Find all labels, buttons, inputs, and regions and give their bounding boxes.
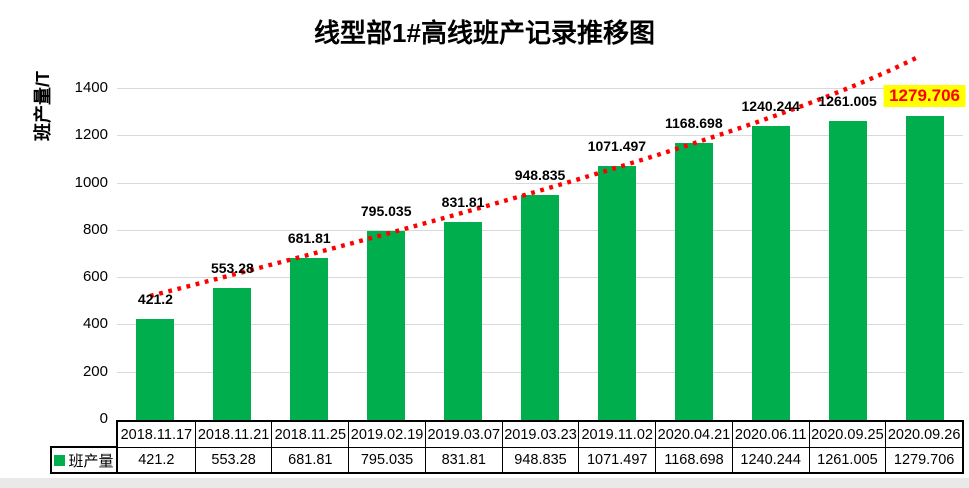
bar	[828, 120, 867, 420]
table-date-cell: 2018.11.17	[120, 426, 193, 443]
bar	[367, 231, 406, 420]
data-table: 2018.11.17 2018.11.21 2018.11.25 2019.02.19…	[116, 420, 964, 474]
bar	[905, 116, 944, 420]
table-date-cell: 2019.11.02	[578, 422, 655, 447]
bar	[751, 125, 790, 420]
legend: 班产量	[50, 446, 118, 474]
table-value-cell: 681.81	[271, 447, 349, 472]
table-value-cell: 795.035	[348, 447, 425, 472]
data-label: 1071.497	[587, 137, 647, 154]
table-date-cell: 2020.09.25	[808, 422, 886, 447]
table-value-cell: 553.28	[194, 447, 272, 472]
legend-series-label: 班产量	[68, 452, 114, 470]
y-tick-label: 1400	[74, 79, 108, 96]
table-value-cell: 1279.706	[885, 447, 962, 472]
data-label: 1261.005	[818, 92, 877, 109]
data-label: 553.28	[210, 260, 254, 277]
table-date-cell: 2020.09.26	[885, 422, 962, 447]
y-tick-label: 0	[99, 410, 108, 427]
y-tick-label: 200	[82, 362, 108, 380]
data-label: 831.81	[441, 194, 485, 211]
bar	[444, 222, 483, 420]
bar	[213, 288, 252, 420]
y-tick-label: 400	[82, 315, 108, 333]
table-value-cell: 1261.005	[808, 447, 886, 472]
data-label: 681.81	[287, 229, 331, 246]
y-tick-label: 1000	[74, 173, 108, 191]
bar	[521, 194, 559, 420]
y-tick-label: 1200	[74, 126, 108, 144]
y-tick-label: 800	[82, 220, 108, 238]
table-date-cell: 2019.03.07	[424, 422, 502, 447]
table-date-cell: 2018.11.21	[194, 422, 272, 447]
chart-title: 线型部1#高线班产记录推移图	[314, 18, 655, 48]
bar	[674, 142, 713, 420]
bar	[136, 319, 175, 420]
data-label: 795.035	[360, 203, 412, 220]
table-date-cell: 2019.02.19	[348, 422, 425, 447]
table-date-cell: 2020.06.11	[731, 422, 809, 447]
table-value-cell: 1240.244	[731, 447, 809, 472]
table-date-cell: 2019.03.23	[501, 422, 579, 447]
table-value-cell: 1168.698	[655, 447, 732, 472]
table-value-cell: 421.2	[118, 447, 195, 472]
legend-swatch-icon	[54, 454, 66, 466]
table-value-cell: 948.835	[501, 447, 579, 472]
data-label: 948.835	[514, 166, 566, 183]
table-date-cell: 2020.04.21	[655, 422, 732, 447]
data-label: 421.2	[137, 291, 173, 308]
bar	[597, 165, 636, 420]
y-tick-label: 600	[82, 268, 108, 286]
table-value-cell: 831.81	[424, 447, 502, 472]
table-date-cell: 2018.11.25	[271, 422, 348, 447]
y-axis-title: 班产量/T	[33, 71, 53, 141]
bottom-edge-strip	[0, 478, 969, 488]
bar	[290, 257, 329, 420]
data-label-highlighted: 1279.706	[883, 85, 966, 108]
data-label: 1240.244	[741, 97, 800, 114]
gridline	[117, 88, 963, 89]
data-label: 1168.698	[665, 114, 723, 131]
table-value-cell: 1071.497	[578, 447, 656, 472]
